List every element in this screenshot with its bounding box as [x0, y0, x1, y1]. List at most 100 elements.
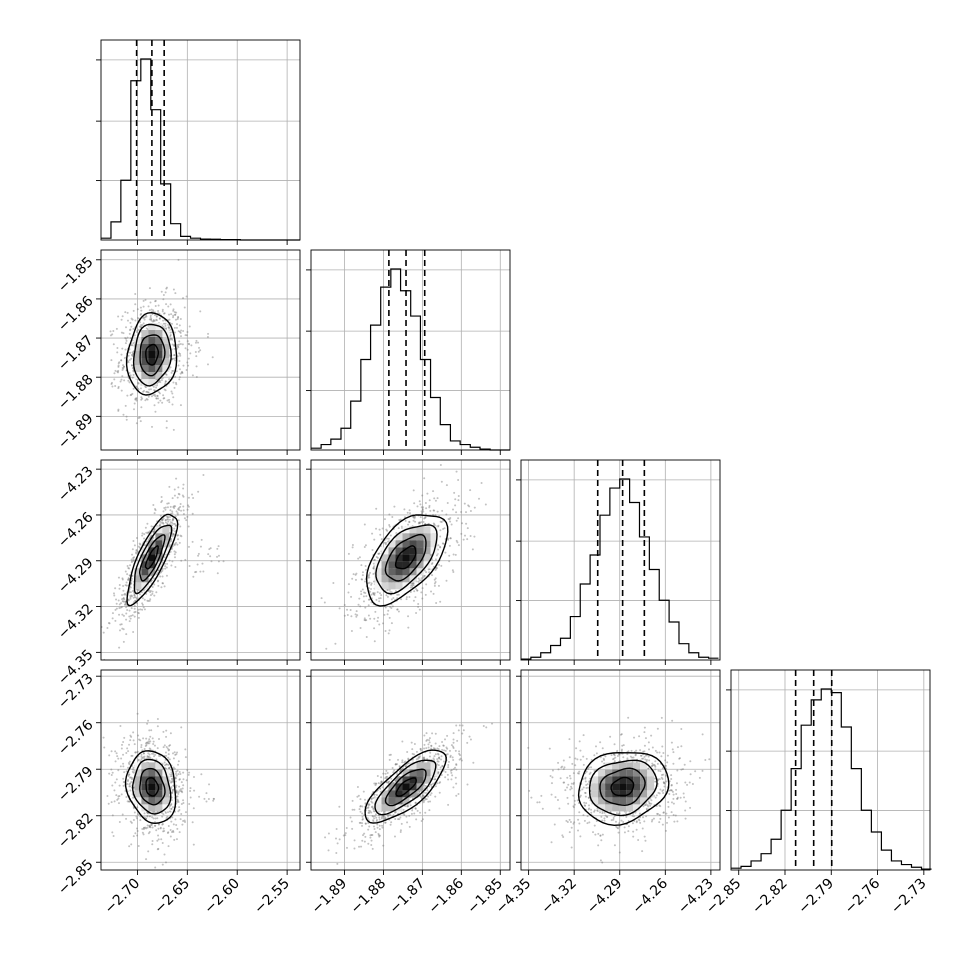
- scatter-point: [149, 826, 152, 829]
- density-cell: [162, 526, 170, 534]
- density-cell: [155, 330, 163, 338]
- scatter-point: [122, 364, 125, 367]
- scatter-point: [151, 840, 154, 843]
- scatter-point: [179, 317, 182, 320]
- scatter-point: [446, 502, 449, 505]
- scatter-point: [125, 337, 128, 340]
- scatter-point: [129, 394, 132, 397]
- density-cell: [162, 776, 170, 784]
- scatter-point: [129, 782, 132, 785]
- density-cell: [395, 568, 403, 576]
- scatter-point: [379, 790, 382, 793]
- scatter-point: [180, 559, 183, 562]
- scatter-point: [172, 288, 175, 291]
- scatter-point: [367, 806, 370, 809]
- scatter-point: [149, 756, 152, 759]
- scatter-point: [176, 769, 179, 772]
- scatter-point: [117, 387, 120, 390]
- scatter-point: [431, 574, 434, 577]
- density-cell: [402, 554, 410, 562]
- scatter-point: [186, 331, 189, 334]
- scatter-point: [128, 381, 131, 384]
- scatter-point: [398, 765, 401, 768]
- scatter-point: [327, 832, 330, 835]
- scatter-point: [213, 797, 216, 800]
- scatter-point: [169, 744, 172, 747]
- scatter-point: [152, 385, 155, 388]
- density-cell: [141, 783, 149, 791]
- density-cell: [134, 337, 142, 345]
- scatter-point: [455, 470, 458, 473]
- scatter-point: [336, 842, 339, 845]
- scatter-point: [123, 598, 126, 601]
- scatter-point: [153, 404, 156, 407]
- scatter-point: [175, 774, 178, 777]
- scatter-point: [124, 603, 127, 606]
- scatter-point: [171, 369, 174, 372]
- scatter-point: [121, 369, 124, 372]
- scatter-point: [158, 312, 161, 315]
- scatter-point: [372, 810, 375, 813]
- scatter-point: [148, 742, 151, 745]
- scatter-point: [437, 548, 440, 551]
- scatter-point: [145, 858, 148, 861]
- scatter-point: [354, 573, 357, 576]
- scatter-point: [449, 537, 452, 540]
- scatter-point: [161, 815, 164, 818]
- scatter-point: [149, 589, 152, 592]
- scatter-point: [182, 799, 185, 802]
- scatter-point: [121, 743, 124, 746]
- scatter-point: [186, 515, 189, 518]
- scatter-point: [387, 537, 390, 540]
- scatter-point: [350, 820, 353, 823]
- scatter-point: [176, 827, 179, 830]
- scatter-point: [115, 602, 118, 605]
- scatter-point: [347, 583, 350, 586]
- scatter-point: [183, 819, 186, 822]
- scatter-point: [430, 745, 433, 748]
- scatter-point: [362, 790, 365, 793]
- scatter-point: [171, 357, 174, 360]
- scatter-point: [137, 734, 140, 737]
- scatter-point: [168, 401, 171, 404]
- scatter-point: [354, 613, 357, 616]
- scatter-point: [147, 752, 150, 755]
- density-cell: [141, 575, 149, 583]
- scatter-point: [127, 750, 130, 753]
- scatter-point: [378, 824, 381, 827]
- density-cell: [374, 804, 382, 812]
- scatter-point: [122, 365, 125, 368]
- scatter-point: [416, 809, 419, 812]
- scatter-point: [173, 527, 176, 530]
- scatter-point: [165, 303, 168, 306]
- scatter-point: [133, 594, 136, 597]
- scatter-point: [132, 373, 135, 376]
- scatter-point: [151, 590, 154, 593]
- scatter-point: [436, 510, 439, 513]
- scatter-point: [164, 389, 167, 392]
- scatter-point: [439, 529, 442, 532]
- scatter-point: [418, 756, 421, 759]
- scatter-point: [172, 381, 175, 384]
- scatter-point: [117, 576, 120, 579]
- scatter-point: [140, 324, 143, 327]
- density-cell: [430, 540, 438, 548]
- scatter-point: [370, 588, 373, 591]
- scatter-point: [127, 775, 130, 778]
- scatter-point: [133, 607, 136, 610]
- scatter-point: [122, 589, 125, 592]
- scatter-point: [147, 531, 150, 534]
- scatter-point: [130, 561, 133, 564]
- scatter-point: [165, 426, 168, 429]
- scatter-point: [445, 746, 448, 749]
- density-cell: [395, 533, 403, 541]
- scatter-point: [172, 823, 175, 826]
- scatter-point: [455, 768, 458, 771]
- scatter-point: [424, 501, 427, 504]
- scatter-point: [134, 832, 137, 835]
- scatter-point: [130, 778, 133, 781]
- scatter-point: [106, 795, 109, 798]
- scatter-point: [120, 318, 123, 321]
- scatter-point: [344, 832, 347, 835]
- scatter-point: [167, 520, 170, 523]
